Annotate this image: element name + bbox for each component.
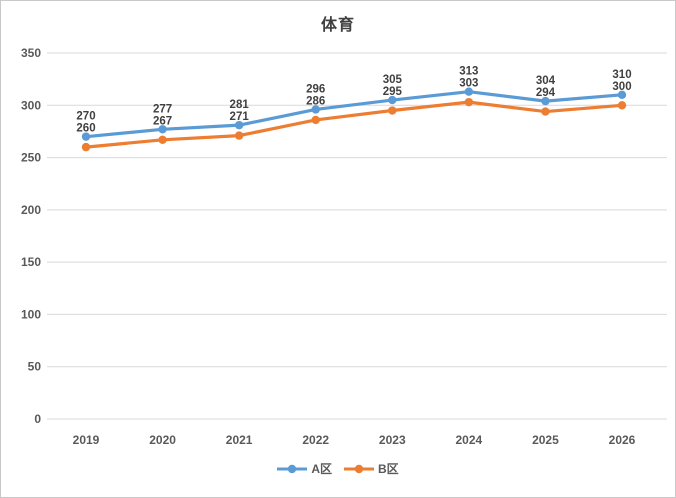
data-label: 267 bbox=[153, 115, 172, 127]
data-label: 300 bbox=[612, 81, 631, 93]
chart-legend: A区 B区 bbox=[1, 460, 675, 477]
y-axis-tick-label: 0 bbox=[34, 412, 41, 426]
chart-title: 体育 bbox=[320, 17, 355, 34]
legend-marker-icon bbox=[344, 464, 374, 473]
legend-label: A区 bbox=[311, 462, 332, 476]
series-line bbox=[84, 100, 624, 149]
series-line bbox=[84, 90, 624, 139]
y-axis-tick-label: 250 bbox=[21, 151, 41, 165]
chart-plot-area: 0 50 100 150 200 250 300 350 2019 2020 2021 2022 202… bbox=[21, 46, 667, 447]
x-axis-tick-label: 2023 bbox=[379, 433, 406, 447]
data-point-marker bbox=[81, 132, 91, 141]
data-point-marker bbox=[234, 131, 244, 140]
data-point-marker bbox=[617, 101, 627, 110]
data-point-marker bbox=[311, 115, 320, 125]
data-point-marker bbox=[541, 107, 550, 116]
y-axis-tick-label: 100 bbox=[21, 307, 41, 321]
legend-marker-icon bbox=[277, 464, 308, 473]
data-label: 260 bbox=[76, 123, 95, 135]
data-point-marker bbox=[617, 90, 627, 100]
data-label: 310 bbox=[612, 69, 631, 81]
data-point-marker bbox=[234, 120, 244, 130]
data-label: 303 bbox=[459, 78, 478, 90]
data-point-marker bbox=[464, 97, 474, 107]
data-point-marker bbox=[388, 95, 397, 105]
legend-item[interactable]: A区 bbox=[277, 460, 332, 477]
x-axis-tick-label: 2021 bbox=[226, 433, 253, 447]
legend-label: B区 bbox=[378, 462, 399, 476]
y-axis-tick-label: 300 bbox=[21, 98, 41, 112]
data-label: 305 bbox=[383, 74, 403, 86]
legend-item[interactable]: B区 bbox=[344, 460, 399, 477]
data-label: 296 bbox=[306, 83, 325, 95]
x-axis-tick-label: 2024 bbox=[456, 433, 483, 447]
x-axis-tick-label: 2022 bbox=[302, 433, 329, 447]
data-point-marker bbox=[158, 125, 167, 134]
data-label: 277 bbox=[153, 103, 172, 115]
data-point-marker bbox=[388, 106, 397, 115]
data-label: 295 bbox=[383, 86, 403, 98]
data-label: 304 bbox=[536, 75, 556, 87]
data-label: 286 bbox=[306, 95, 325, 107]
data-label: 313 bbox=[459, 66, 478, 78]
x-axis-tick-label: 2025 bbox=[532, 433, 559, 447]
y-axis-tick-label: 200 bbox=[21, 203, 41, 217]
y-axis-tick-label: 150 bbox=[21, 255, 41, 269]
x-axis-tick-label: 2026 bbox=[609, 433, 636, 447]
data-label: 294 bbox=[536, 87, 556, 99]
data-label: 270 bbox=[76, 111, 95, 123]
data-label: 281 bbox=[230, 99, 250, 111]
data-point-marker bbox=[311, 105, 320, 114]
data-point-marker bbox=[541, 96, 550, 106]
x-axis-tick-label: 2020 bbox=[149, 433, 176, 447]
data-point-marker bbox=[464, 87, 474, 96]
x-axis-tick-label: 2019 bbox=[73, 433, 100, 447]
data-point-marker bbox=[81, 142, 91, 152]
data-point-marker bbox=[158, 135, 167, 144]
data-label: 271 bbox=[230, 111, 250, 123]
y-axis-tick-label: 50 bbox=[28, 360, 42, 374]
y-axis-tick-label: 350 bbox=[21, 46, 41, 60]
